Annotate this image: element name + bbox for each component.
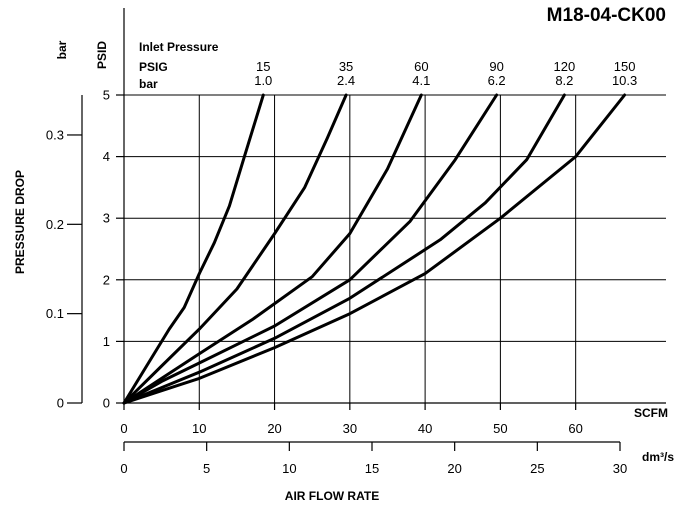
- y-tick-label: 2: [103, 272, 110, 287]
- series-line-35-psig: [122, 93, 348, 405]
- series-label-psig: 90: [489, 59, 503, 74]
- x-tick-label: 50: [493, 421, 507, 436]
- y2-tick-label: 0: [57, 396, 64, 411]
- series-label-psig: 15: [256, 59, 270, 74]
- series-line-90-psig: [122, 93, 499, 405]
- y-tick-label: 0: [103, 396, 110, 411]
- x-tick-label: 0: [120, 421, 127, 436]
- x2-tick-label: 30: [613, 461, 627, 476]
- series-label-psig: 35: [339, 59, 353, 74]
- y2-tick-label: 0.3: [46, 127, 64, 142]
- legend-header-bar: bar: [139, 77, 158, 91]
- x-unit-secondary: dm³/s: [642, 450, 674, 464]
- series-label-bar: 8.2: [555, 73, 573, 88]
- axes: [67, 8, 666, 451]
- x-tick-label: 10: [192, 421, 206, 436]
- y-unit-secondary: bar: [55, 40, 69, 59]
- series-line-150-psig: [122, 93, 627, 405]
- series-label-bar: 6.2: [488, 73, 506, 88]
- x-tick-label: 60: [568, 421, 582, 436]
- grid: [124, 94, 666, 403]
- y-tick-label: 1: [103, 334, 110, 349]
- series-label-bar: 10.3: [612, 73, 637, 88]
- series-label-bar: 1.0: [254, 73, 272, 88]
- x2-tick-label: 10: [282, 461, 296, 476]
- chart-title: M18-04-CK00: [547, 5, 666, 26]
- y-tick-label: 5: [103, 88, 110, 103]
- series-label-bar: 4.1: [412, 73, 430, 88]
- x2-tick-label: 0: [120, 461, 127, 476]
- x2-tick-label: 5: [203, 461, 210, 476]
- x-unit-primary: SCFM: [634, 406, 668, 420]
- x2-tick-label: 15: [365, 461, 379, 476]
- x-tick-label: 20: [267, 421, 281, 436]
- y-tick-label: 3: [103, 211, 110, 226]
- x-axis-title: AIR FLOW RATE: [285, 489, 379, 503]
- series-line-120-psig: [122, 93, 566, 405]
- series-lines: [122, 93, 627, 405]
- series-label-psig: 120: [554, 59, 576, 74]
- series-label-psig: 150: [614, 59, 636, 74]
- y-tick-label: 4: [103, 149, 110, 164]
- legend-header-title: Inlet Pressure: [139, 40, 219, 54]
- x-tick-label: 30: [343, 421, 357, 436]
- x-tick-label: 40: [418, 421, 432, 436]
- legend-header-psig: PSIG: [139, 60, 168, 74]
- series-label-psig: 60: [414, 59, 428, 74]
- y-unit-primary: PSID: [95, 41, 109, 69]
- y2-tick-label: 0.2: [46, 217, 64, 232]
- y-axis-title: PRESSURE DROP: [13, 170, 27, 274]
- series-line-15-psig: [122, 93, 265, 405]
- x2-tick-label: 25: [530, 461, 544, 476]
- series-label-bar: 2.4: [337, 73, 355, 88]
- y2-tick-label: 0.1: [46, 306, 64, 321]
- series-line-60-psig: [122, 93, 423, 405]
- x2-tick-label: 20: [447, 461, 461, 476]
